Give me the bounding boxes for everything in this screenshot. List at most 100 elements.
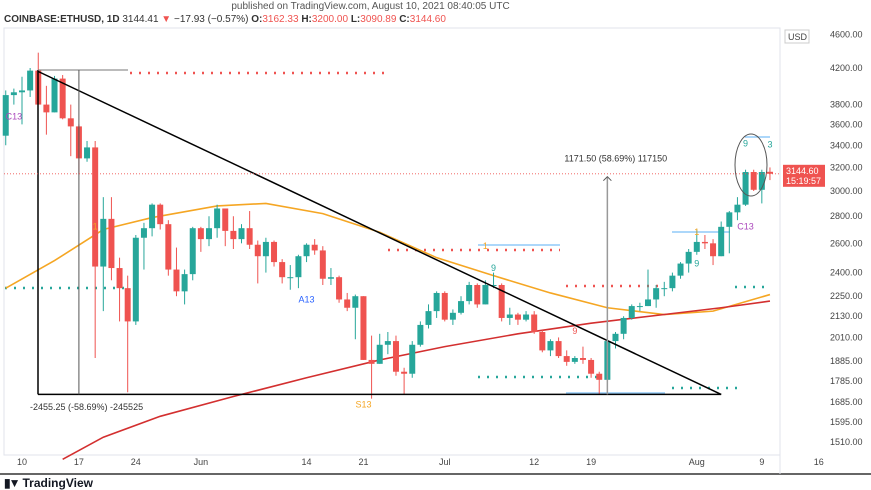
candle-body (181, 274, 188, 292)
td-sequential-label: 9 (109, 257, 114, 267)
candle-body (92, 147, 99, 267)
y-tick-label: 1510.00 (830, 437, 863, 447)
candle-body (612, 333, 619, 342)
candle-body (645, 299, 652, 307)
candle-body (628, 306, 635, 318)
candle-body (588, 359, 595, 374)
candle (661, 281, 668, 297)
symbol-legend: COINBASE:ETHUSD, 1D 3144.41 ▼ −17.93 (−0… (4, 14, 446, 26)
candle (571, 356, 578, 364)
close-value: 3144.60 (409, 14, 446, 25)
open-value: 3162.33 (262, 14, 299, 25)
candle (181, 269, 188, 305)
x-tick-label: Jun (194, 457, 209, 467)
candle (230, 216, 237, 250)
measure-label: 1171.50 (58.69%) 117150 (564, 154, 667, 164)
candle (441, 291, 448, 322)
candle-body (173, 269, 180, 292)
candle-body (10, 92, 17, 96)
y-tick-label: 3800.00 (830, 100, 863, 110)
candle (539, 330, 546, 353)
candle (336, 275, 343, 303)
candle-body (2, 95, 9, 136)
candle (506, 307, 513, 325)
td-sequential-label: C13 (737, 222, 754, 232)
candle (645, 269, 652, 307)
candle-body (523, 314, 530, 320)
y-tick-label: 3400.00 (830, 140, 863, 150)
candle-body (498, 284, 505, 318)
tradingview-brand[interactable]: ▮▼ TradingView (4, 476, 93, 490)
candle (579, 346, 586, 364)
candle (173, 247, 180, 297)
y-tick-label: 2130.00 (830, 311, 863, 321)
candle-body (132, 237, 139, 322)
candle (108, 197, 115, 281)
candle (750, 169, 757, 192)
x-tick-label: 10 (17, 457, 27, 467)
candle-body (271, 241, 278, 263)
y-tick-label: 3000.00 (830, 186, 863, 196)
candle (531, 311, 538, 334)
x-tick-label: 19 (586, 457, 596, 467)
candle-body (539, 332, 546, 351)
candle (612, 332, 619, 349)
candle-body (417, 324, 424, 345)
candle-body (108, 218, 115, 269)
candle-body (571, 358, 578, 362)
candle (10, 88, 17, 105)
candle (254, 240, 261, 284)
candle-body (287, 277, 294, 279)
candle-body (238, 228, 245, 240)
candle (490, 272, 497, 289)
candle-body (360, 296, 367, 360)
candle-body (157, 204, 164, 225)
candle-body (295, 256, 302, 278)
candle (2, 90, 9, 146)
candle (132, 234, 139, 325)
candle-body (376, 344, 383, 364)
candle-body (620, 317, 627, 334)
x-tick-label: 21 (358, 457, 368, 467)
candle-body (319, 250, 326, 279)
candle-body (311, 244, 318, 251)
plot-area (3, 27, 781, 456)
candle-body (474, 284, 481, 305)
candle (327, 268, 334, 285)
candle-body (506, 314, 513, 318)
y-tick-label: 2600.00 (830, 238, 863, 248)
candle (197, 226, 204, 252)
candle-body (197, 228, 204, 240)
candle (620, 316, 627, 340)
candle-body (27, 70, 34, 91)
candle-body (246, 228, 253, 245)
candle-body (425, 311, 432, 325)
candle (238, 224, 245, 244)
candle-body (222, 208, 229, 231)
candle-body (344, 299, 351, 308)
y-tick-label: 1885.00 (830, 356, 863, 366)
candle (734, 197, 741, 221)
td-sequential-label: 9 (694, 259, 699, 269)
candle (758, 169, 765, 204)
candle (563, 350, 570, 366)
candle-body (596, 373, 603, 380)
candle-body (555, 341, 562, 357)
price-chart[interactable]: 4600.00 4200.00 3800.00 3600.00 3400.00 3200.… (0, 0, 871, 476)
td-sequential-label: 1 (93, 222, 98, 232)
candle (425, 304, 432, 329)
x-tick-label: 9 (759, 457, 764, 467)
candle (677, 262, 684, 279)
candle-body (149, 204, 156, 229)
candle (596, 371, 603, 395)
candle-body (685, 251, 692, 264)
candle (669, 272, 676, 292)
last-price: 3144.41 (122, 14, 159, 25)
candle (51, 75, 58, 113)
td-sequential-label: 9 (491, 263, 496, 273)
candle-body (710, 243, 717, 257)
candle (165, 220, 172, 276)
published-note: published on TradingView.com, August 10,… (231, 1, 510, 12)
candle-body (636, 306, 643, 308)
candle (449, 309, 456, 325)
